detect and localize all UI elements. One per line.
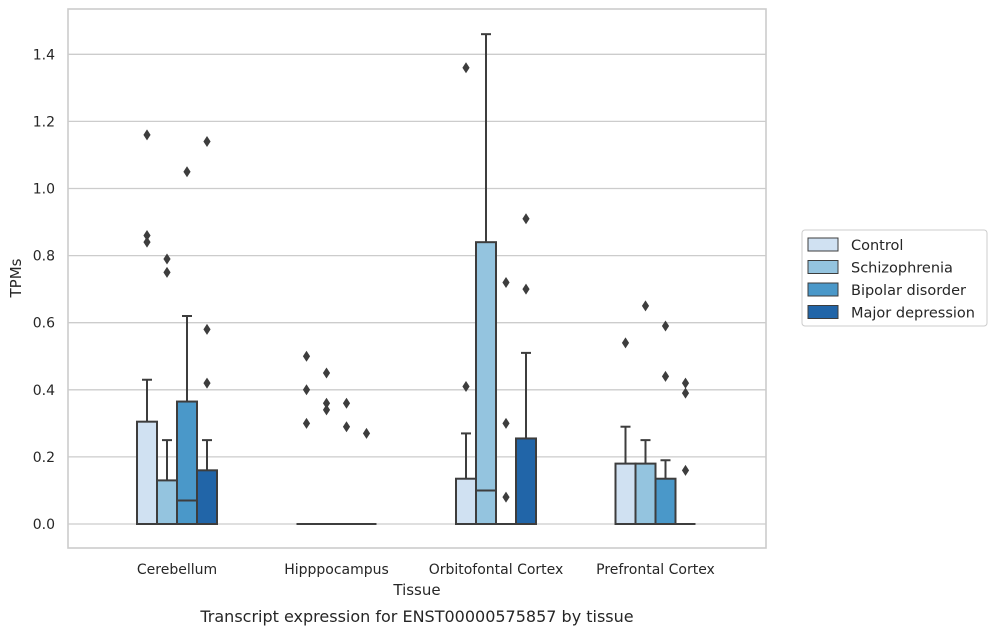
legend-swatch xyxy=(807,260,839,274)
outlier-point xyxy=(163,253,171,265)
legend-label: Control xyxy=(851,238,903,254)
box xyxy=(455,477,477,525)
legend-label: Bipolar disorder xyxy=(851,283,966,299)
box xyxy=(515,437,537,526)
legend-label: Major depression xyxy=(851,306,975,322)
legend-swatch xyxy=(807,305,839,319)
box-series xyxy=(136,33,696,526)
x-tick-label: Hipppocampus xyxy=(284,562,389,578)
outlier-point xyxy=(621,337,630,349)
y-tick-label: 0.8 xyxy=(33,249,55,265)
box-control xyxy=(136,129,158,525)
box xyxy=(614,462,637,525)
outlier-point xyxy=(641,300,650,312)
outlier-point xyxy=(342,397,351,409)
outlier-point xyxy=(143,129,151,141)
outlier-point xyxy=(502,491,510,503)
chart-caption: Transcript expression for ENST0000057585… xyxy=(199,607,633,626)
outlier-point xyxy=(462,380,470,392)
legend-frame xyxy=(801,229,988,327)
outlier-point xyxy=(522,283,530,295)
outlier-point xyxy=(302,350,311,362)
y-tick-label: 0.6 xyxy=(33,316,55,332)
plot-frame xyxy=(67,8,767,549)
y-axis-ticks: 0.0 0.2 0.4 0.6 0.8 1.0 1.2 1.4 xyxy=(33,47,55,533)
x-axis-label: Tissue xyxy=(392,581,440,599)
outlier-point xyxy=(163,266,171,278)
box-control xyxy=(296,350,317,525)
y-tick-label: 1.4 xyxy=(33,47,55,63)
outlier-point xyxy=(322,367,331,379)
outlier-point xyxy=(322,397,331,409)
y-tick-label: 0.2 xyxy=(33,450,55,466)
outlier-point xyxy=(462,62,470,74)
box-bipolar-disorder xyxy=(654,320,677,525)
y-axis-label: TPMs xyxy=(7,258,25,298)
outlier-point xyxy=(143,236,151,248)
legend-swatch xyxy=(807,282,839,297)
box-bipolar-disorder xyxy=(176,166,198,526)
outlier-point xyxy=(661,370,670,382)
box xyxy=(475,241,497,525)
box xyxy=(136,420,158,525)
box-major-depression xyxy=(356,427,377,525)
box-major-depression xyxy=(675,377,696,525)
legend: Control Schizophrenia Bipolar disorder Majo… xyxy=(801,229,988,327)
legend-label: Schizophrenia xyxy=(851,261,953,277)
outlier-point xyxy=(322,404,331,416)
legend-swatch xyxy=(807,237,839,252)
outlier-point xyxy=(342,421,351,433)
outlier-point xyxy=(502,276,510,288)
x-tick-label: Prefrontal Cortex xyxy=(596,562,715,578)
outlier-point xyxy=(203,377,211,389)
box-major-depression xyxy=(515,213,537,526)
x-tick-label: Orbitofontal Cortex xyxy=(429,562,564,578)
outlier-point xyxy=(203,323,211,335)
box-schizophrenia xyxy=(156,253,178,526)
outlier-point xyxy=(302,384,311,396)
box-schizophrenia xyxy=(475,33,497,525)
box xyxy=(654,477,677,525)
box xyxy=(196,469,218,526)
box-control xyxy=(455,62,477,525)
outlier-point xyxy=(302,417,311,429)
box xyxy=(176,400,198,526)
outlier-point xyxy=(502,417,510,429)
outlier-point xyxy=(522,213,530,225)
box-schizophrenia xyxy=(316,367,337,525)
y-tick-label: 0.4 xyxy=(33,383,55,399)
box xyxy=(634,462,657,525)
box-control xyxy=(614,337,637,525)
outlier-point xyxy=(681,464,690,476)
x-tick-label: Cerebellum xyxy=(137,562,217,578)
box-major-depression xyxy=(196,136,218,526)
box-bipolar-disorder xyxy=(336,397,357,525)
box-bipolar-disorder xyxy=(496,276,516,525)
outlier-point xyxy=(183,166,191,178)
outlier-point xyxy=(661,320,670,332)
x-axis-ticks: Cerebellum Hipppocampus Orbitofontal Corte… xyxy=(137,562,715,578)
y-tick-label: 1.0 xyxy=(33,182,55,198)
y-tick-label: 0.0 xyxy=(33,517,55,533)
outlier-point xyxy=(203,136,211,148)
y-tick-label: 1.2 xyxy=(33,114,55,130)
outlier-point xyxy=(143,229,151,241)
box xyxy=(156,479,178,526)
outlier-point xyxy=(362,427,371,439)
outlier-point xyxy=(681,387,690,399)
plot-area xyxy=(68,9,766,548)
outlier-point xyxy=(681,377,690,389)
